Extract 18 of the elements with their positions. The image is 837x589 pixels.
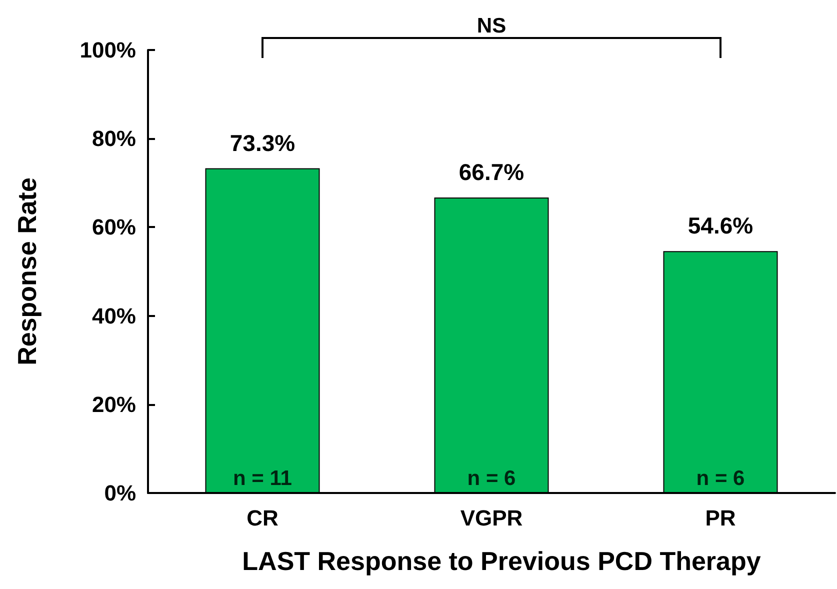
data-label: 73.3%: [230, 130, 296, 156]
y-tick-label: 80%: [92, 126, 136, 152]
x-tick-label: CR: [246, 506, 278, 530]
text: NS: [476, 14, 506, 38]
annotation: n = 6: [467, 467, 516, 490]
y-axis-title: Response Rate: [12, 178, 42, 366]
x-tick-label: PR: [705, 506, 736, 530]
y-tick-label: 100%: [80, 38, 136, 62]
y-tick-label: 0%: [104, 480, 136, 506]
annotation: n = 11: [233, 467, 292, 490]
y-tick-label: 60%: [92, 214, 136, 240]
data-label: 54.6%: [688, 212, 754, 239]
x-tick-label: VGPR: [460, 506, 523, 530]
y-tick-label: 20%: [92, 392, 136, 417]
data-label: 66.7%: [458, 159, 524, 186]
annotation: n = 6: [696, 467, 745, 490]
x-axis-title: LAST Response to Previous PCD Therapy: [242, 546, 762, 576]
y-tick-label: 40%: [92, 303, 136, 328]
